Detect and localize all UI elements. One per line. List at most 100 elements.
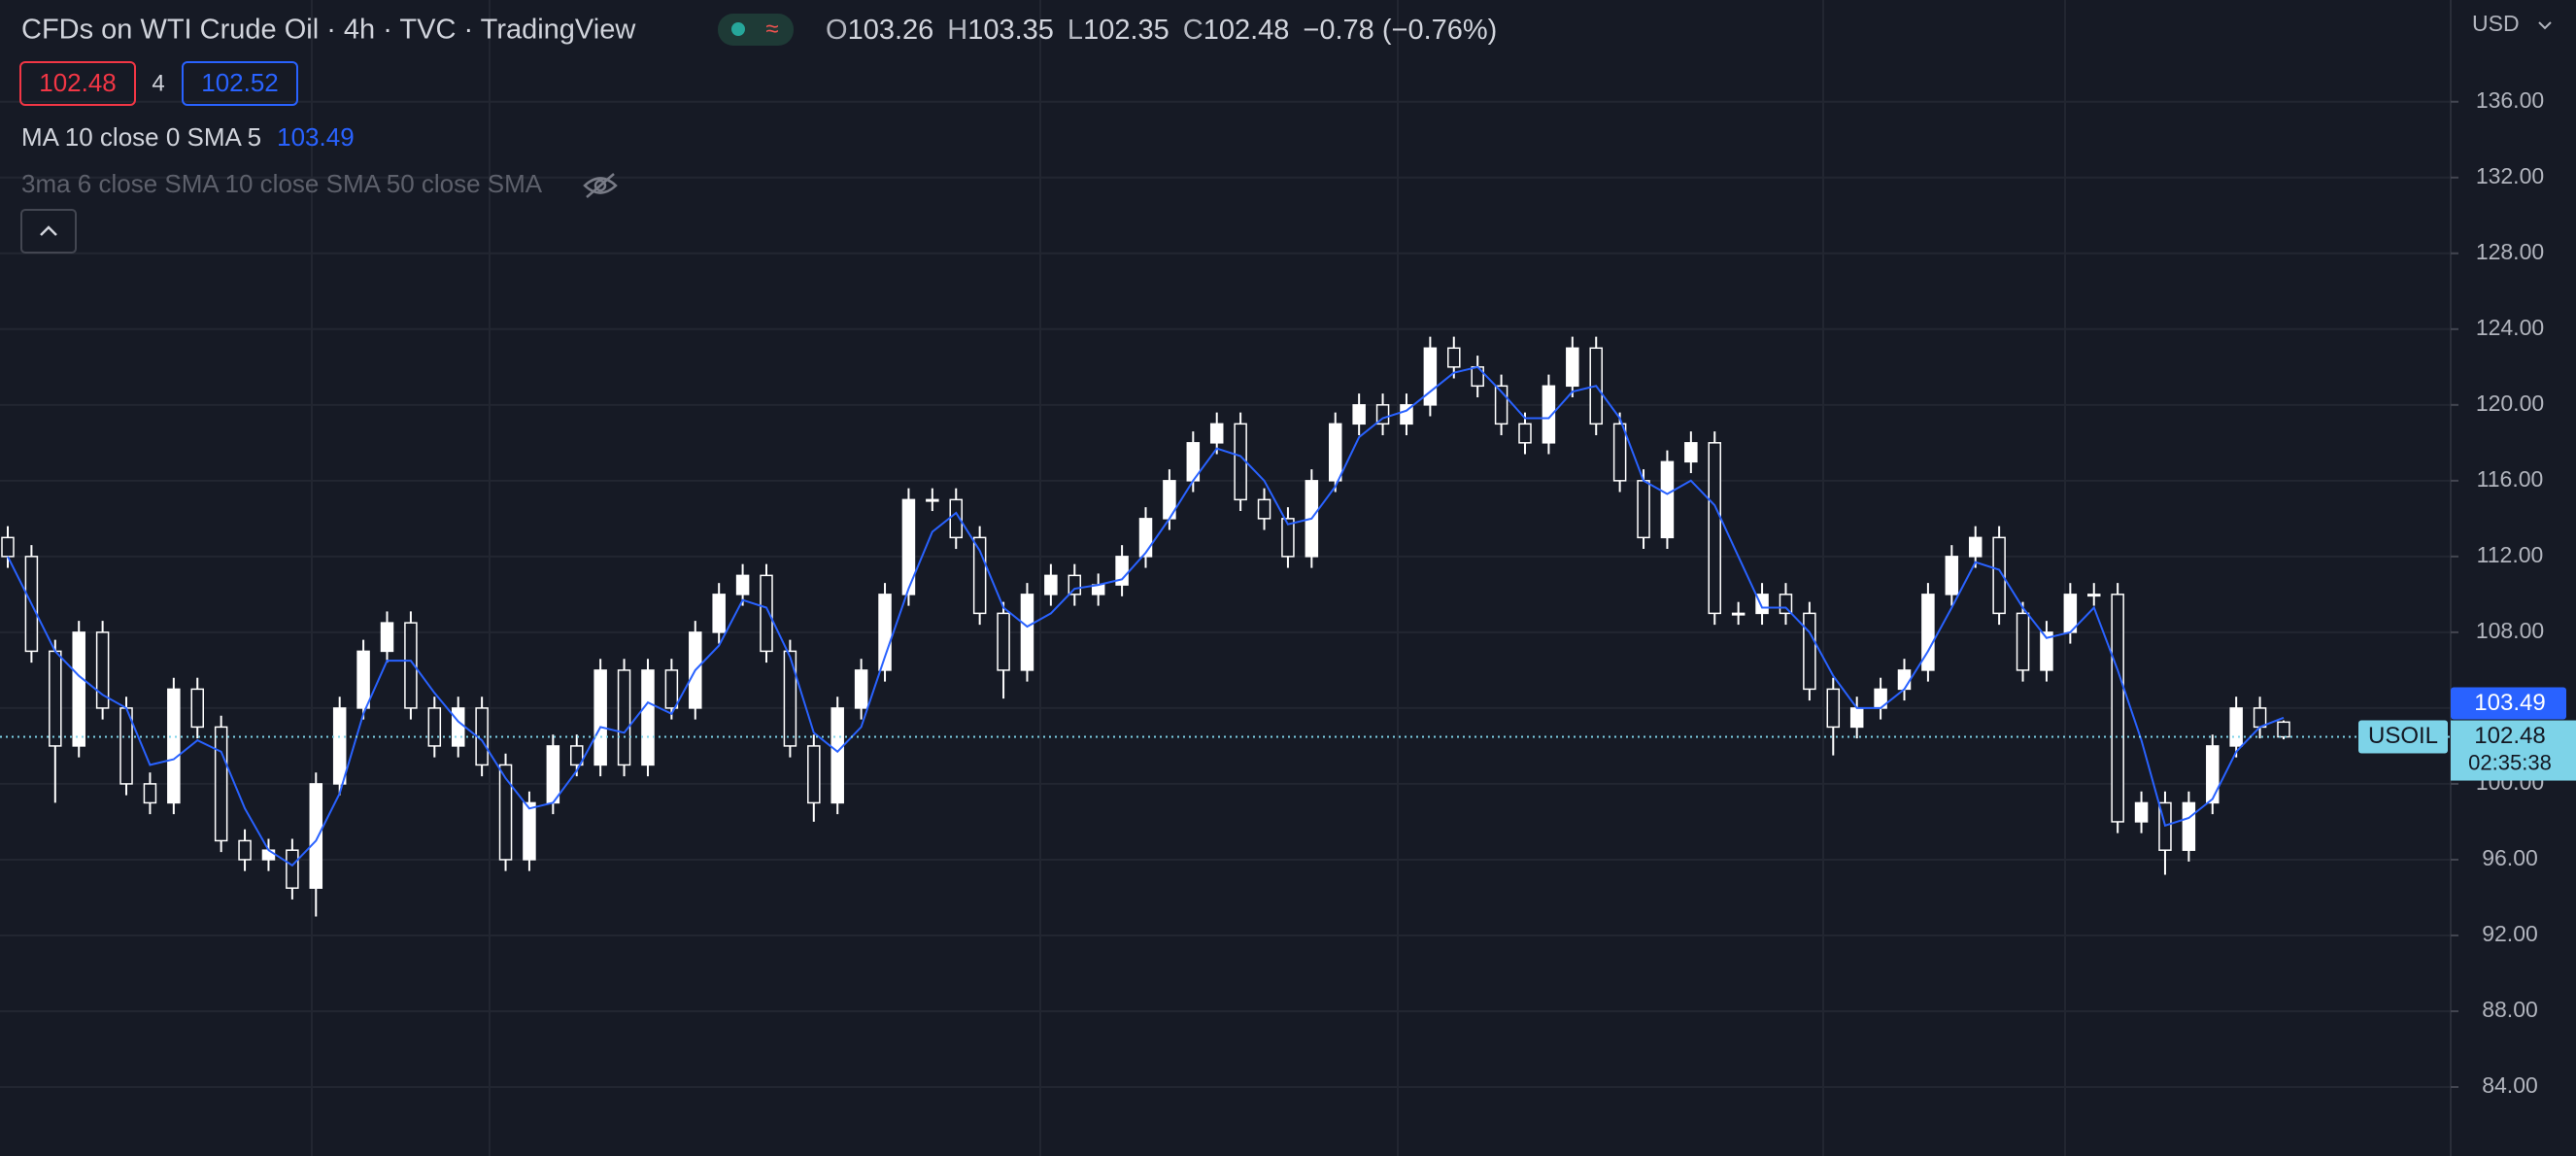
sell-price: 102.48 bbox=[39, 68, 117, 97]
collapse-button[interactable] bbox=[20, 209, 77, 254]
candle-body bbox=[1068, 574, 1082, 595]
candle-body bbox=[1281, 518, 1295, 558]
candle-body bbox=[238, 839, 252, 861]
candle-body bbox=[807, 745, 821, 804]
candle-body bbox=[1447, 347, 1461, 368]
high-value: 103.35 bbox=[967, 15, 1054, 46]
candle-body bbox=[1803, 612, 1816, 691]
y-tick-label: 132.00 bbox=[2476, 163, 2544, 188]
candle-body bbox=[1684, 442, 1698, 463]
candle-body bbox=[1708, 442, 1721, 615]
symbol-label: USOIL bbox=[2368, 723, 2438, 749]
candle-body bbox=[617, 669, 631, 766]
sell-button[interactable] bbox=[19, 61, 136, 106]
low-value: 102.35 bbox=[1083, 15, 1169, 46]
candle-body bbox=[1423, 347, 1438, 406]
candle-body bbox=[1209, 423, 1224, 444]
candle-body bbox=[1257, 498, 1271, 520]
buy-price: 102.52 bbox=[201, 68, 279, 97]
plot-area bbox=[0, 336, 2451, 917]
candle-body bbox=[2040, 631, 2053, 671]
candle-body bbox=[49, 650, 62, 747]
ma-line bbox=[7, 365, 2285, 867]
candle-body bbox=[1138, 518, 1153, 558]
grid bbox=[0, 0, 2451, 1156]
candle-body bbox=[1637, 480, 1650, 539]
candle-body bbox=[926, 498, 939, 502]
ma-name: MA 10 close 0 SMA 5 bbox=[21, 122, 261, 152]
y-tick-label: 96.00 bbox=[2482, 845, 2538, 870]
candle-body bbox=[1945, 556, 1959, 595]
candle-body bbox=[854, 669, 868, 709]
candle-body bbox=[1826, 688, 1841, 729]
candle-body bbox=[1044, 574, 1058, 595]
currency-label[interactable]: USD bbox=[2472, 11, 2520, 36]
candle-body bbox=[1779, 594, 1793, 615]
y-tick-label: 88.00 bbox=[2482, 997, 2538, 1022]
candle-body bbox=[309, 783, 323, 889]
candle-body bbox=[167, 688, 181, 804]
candle-body bbox=[2063, 594, 2078, 633]
ohlc-letter: L bbox=[1068, 15, 1083, 46]
candle-body bbox=[593, 669, 607, 766]
status-toggle[interactable] bbox=[718, 14, 794, 46]
close-value: 102.48 bbox=[1203, 15, 1290, 46]
change-value: −0.78 (−0.76%) bbox=[1303, 15, 1497, 46]
candle-body bbox=[523, 801, 536, 861]
ma-legend[interactable]: MA 10 close 0 SMA 5 103.49 bbox=[21, 122, 355, 152]
buy-button[interactable] bbox=[182, 61, 298, 106]
legend-overlay: CFDs on WTI Crude Oil · 4h · TVC · Tradi… bbox=[19, 11, 2552, 254]
y-tick-label: 112.00 bbox=[2477, 542, 2544, 567]
market-status-dot bbox=[731, 22, 745, 36]
candle-body bbox=[143, 783, 157, 804]
candle-body bbox=[427, 707, 442, 747]
ohlc-letter: C bbox=[1183, 15, 1203, 46]
candle-body bbox=[190, 688, 204, 729]
open-value: 103.26 bbox=[848, 15, 934, 46]
candle-body bbox=[261, 849, 276, 861]
candle-body bbox=[901, 498, 916, 595]
candle-body bbox=[451, 707, 465, 747]
visibility-icon[interactable] bbox=[583, 173, 618, 198]
candle-body bbox=[1992, 536, 2006, 615]
candle-body bbox=[1375, 404, 1390, 425]
ma-value: 103.49 bbox=[277, 122, 355, 152]
y-tick-label: 124.00 bbox=[2476, 315, 2544, 340]
candle-body bbox=[2087, 594, 2101, 597]
hidden-indicator[interactable]: 3ma 6 close SMA 10 close SMA 50 close SM… bbox=[21, 169, 543, 198]
price-axis: 84.0088.0092.0096.00100.00104.00108.0011… bbox=[2358, 87, 2576, 1098]
candle-body bbox=[1921, 594, 1935, 671]
currency-chevron bbox=[2538, 21, 2552, 30]
candle-body bbox=[1115, 556, 1129, 586]
countdown-label: 02:35:38 bbox=[2468, 750, 2552, 774]
candle-body bbox=[332, 707, 347, 785]
candle-body bbox=[2182, 801, 2196, 851]
candle-body bbox=[1612, 423, 1627, 482]
candle-body bbox=[1566, 347, 1579, 388]
candle-body bbox=[1542, 385, 1556, 444]
last-price-label: 102.48 bbox=[2474, 723, 2545, 749]
last-price-badge bbox=[2451, 720, 2576, 781]
y-tick-label: 120.00 bbox=[2476, 391, 2544, 416]
candle-body bbox=[641, 669, 655, 766]
candle-body bbox=[214, 726, 228, 842]
ohlc-letter: H bbox=[947, 15, 967, 46]
candle-body bbox=[1660, 460, 1675, 539]
candle-body bbox=[2111, 594, 2124, 823]
y-tick-label: 116.00 bbox=[2477, 466, 2544, 492]
candle-body bbox=[1849, 707, 1864, 729]
quantity[interactable]: 4 bbox=[152, 70, 164, 96]
data-status-icon: ≈ bbox=[765, 16, 778, 42]
ma-axis-label: 103.49 bbox=[2474, 690, 2545, 716]
candle-body bbox=[1329, 423, 1342, 482]
candle-body bbox=[783, 650, 797, 747]
chevron-icon bbox=[40, 225, 57, 236]
candle-body bbox=[570, 745, 584, 766]
symbol-title[interactable]: CFDs on WTI Crude Oil · 4h · TVC · Tradi… bbox=[21, 15, 636, 46]
candle-body bbox=[2277, 721, 2290, 738]
candle-body bbox=[735, 574, 750, 595]
candle-body bbox=[498, 764, 513, 861]
candle-body bbox=[1731, 612, 1746, 616]
